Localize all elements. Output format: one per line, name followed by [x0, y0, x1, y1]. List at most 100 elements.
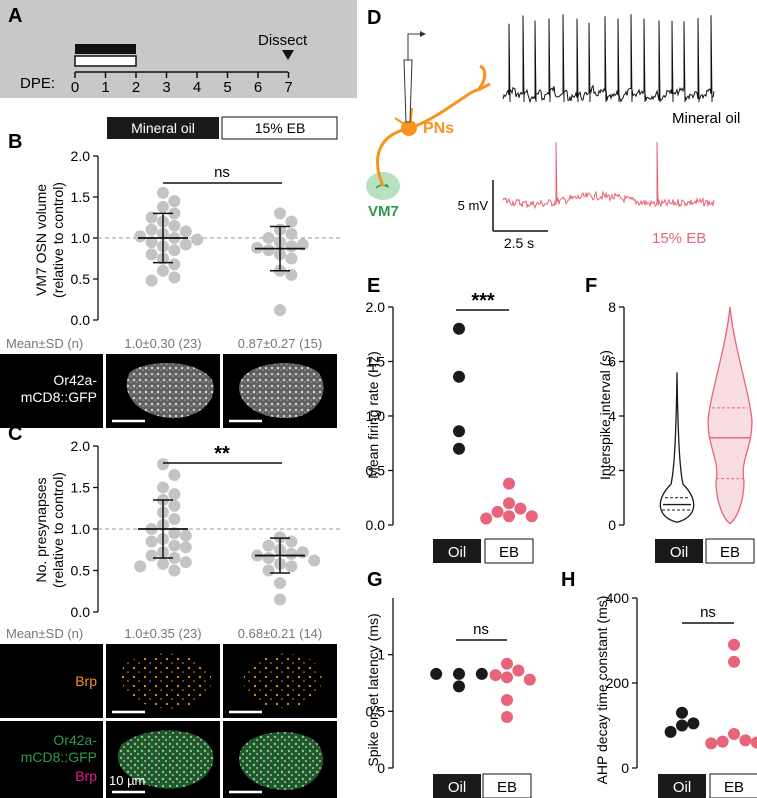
panel-g-eb-category-box — [482, 773, 532, 798]
panel-f-oil-category-box — [655, 539, 703, 563]
panel-b-y-tick-label: 1.0 — [71, 230, 91, 246]
panel-h-eb-category-label: EB — [724, 779, 744, 796]
panel-c-data-point — [285, 547, 298, 560]
panel-g-y-tick-label: 0 — [377, 760, 385, 776]
panel-g-data-point — [512, 664, 525, 677]
electrode-wire — [407, 33, 422, 60]
panel-h-data-point — [728, 638, 740, 651]
panel-b-letter: B — [8, 131, 22, 153]
oil-trace-label: Mineral oil — [672, 110, 740, 127]
panel-f-y-tick-label: 0 — [608, 517, 616, 533]
panel-c-brp-label-image — [0, 644, 103, 718]
panel-b-chart: 0.0 0.5 1.0 1.5 2.0 — [71, 148, 340, 328]
dpe-tick-label: 2 — [132, 79, 140, 96]
panel-b-y-tick-label: 2.0 — [71, 148, 91, 164]
panel-c-data-point — [168, 564, 181, 577]
panel-c-data-point — [262, 564, 275, 577]
panel-b-data-point — [134, 230, 147, 243]
oil-voltage-trace — [502, 14, 715, 104]
panel-b-data-point — [285, 252, 298, 265]
panel-g-data-point — [453, 667, 465, 680]
panel-b-data-point — [179, 238, 192, 251]
panel-e-chart: 0.0 0.5 1.0 1.5 2.0 Mean firing rate (Hz) *** O… — [365, 290, 538, 564]
panel-b-y-tick-label: 0.0 — [71, 312, 91, 328]
panel-b-data-point — [262, 244, 275, 257]
legend-eb-label: 15% EB — [255, 120, 306, 136]
panel-b-data-point — [168, 244, 181, 257]
panel-e-data-point — [453, 322, 465, 335]
panel-e-data-point — [514, 502, 527, 515]
panel-e-y-tick-label: 0.0 — [366, 517, 386, 533]
panel-c-data-point — [274, 531, 286, 544]
panel-h-data-point — [676, 706, 688, 719]
panel-b-ylabel-line2: (relative to control) — [50, 182, 66, 298]
legend-eb-box — [221, 116, 338, 140]
panel-f-y-tick-label: 8 — [608, 299, 616, 315]
panel-a-letter: A — [8, 5, 22, 27]
panel-e-data-point — [491, 505, 504, 518]
panel-c-data-point — [168, 539, 181, 552]
panel-c: C No. presynapses (relative to control) … — [0, 423, 340, 798]
panel-h-data-point — [705, 737, 718, 750]
recording-electrode — [403, 59, 413, 123]
panel-b-oil-tissue — [126, 362, 214, 419]
panel-c-data-point — [145, 549, 158, 562]
panel-c-data-point — [168, 488, 181, 501]
panel-c-data-point — [168, 499, 181, 512]
panel-b-image-label-line2: mCD8::GFP — [21, 389, 97, 405]
panel-e-oil-category-label: Oil — [448, 544, 466, 561]
panel-c-data-point — [285, 560, 298, 573]
panel-c-brp-eb-puncta — [243, 653, 322, 709]
panel-c-data-point — [157, 458, 169, 471]
panel-b-ylabel: VM7 OSN volume (relative to control) — [33, 182, 66, 298]
dissect-arrow-icon — [282, 50, 294, 60]
panel-h-y-tick-label: 0 — [621, 760, 629, 776]
panel-h-data-point — [739, 734, 752, 747]
panel-h-oil-category-box — [658, 774, 706, 798]
panel-c-data-point — [168, 469, 181, 482]
panel-g-oil-category-box — [433, 774, 481, 798]
panel-c-stats-label: Mean±SD (n) — [6, 626, 83, 641]
panel-g-data-point — [453, 680, 465, 693]
panel-c-merge-label-image — [0, 721, 103, 798]
panel-c-data-point — [168, 513, 181, 526]
panel-c-scale-label: 10 µm — [109, 773, 145, 788]
vm7-label: VM7 — [368, 203, 399, 220]
panel-f-letter: F — [585, 275, 597, 297]
pn-label: PNs — [423, 120, 454, 137]
panel-d-letter: D — [367, 7, 381, 29]
dpe-tick-label: 3 — [162, 79, 170, 96]
panel-c-ylabel-line2: (relative to control) — [50, 472, 66, 588]
panel-g-oil-category-label: Oil — [448, 779, 466, 796]
panel-e-sig: *** — [471, 290, 495, 312]
panel-c-letter: C — [8, 423, 22, 445]
panel-g-y-tick-label: 0.5 — [366, 703, 386, 719]
panel-b-data-point — [168, 271, 181, 284]
panel-e-data-point — [503, 510, 515, 523]
panel-e-oil-category-box — [433, 539, 481, 563]
dpe-tick-label: 0 — [71, 79, 79, 96]
panel-c-data-point — [157, 481, 169, 494]
panel-b-data-point — [145, 248, 158, 261]
panel-a-background — [0, 0, 357, 98]
panel-g-ylabel: Spike onset latency (ms) — [365, 613, 381, 766]
scale-voltage-label: 5 mV — [458, 198, 489, 213]
panel-c-data-point — [262, 552, 275, 565]
panel-h-data-point — [664, 725, 677, 738]
dpe-tick-label: 6 — [254, 79, 262, 96]
panel-h-oil-category-label: Oil — [673, 779, 691, 796]
panel-b-data-point — [274, 304, 286, 317]
panel-c-data-point — [145, 535, 158, 548]
panel-c-data-point — [179, 556, 192, 569]
panel-h-data-point — [716, 735, 729, 748]
panel-e-data-point — [503, 477, 515, 490]
panel-f-oil-violin — [659, 372, 695, 523]
panel-b-data-point — [157, 264, 169, 277]
panel-h-sig: ns — [700, 604, 716, 621]
panel-b-image-label-line1: Or42a- — [53, 372, 97, 388]
panel-g-sig: ns — [473, 621, 489, 638]
panel-h-data-point — [728, 728, 740, 740]
electrode-arrow-icon — [420, 31, 426, 37]
